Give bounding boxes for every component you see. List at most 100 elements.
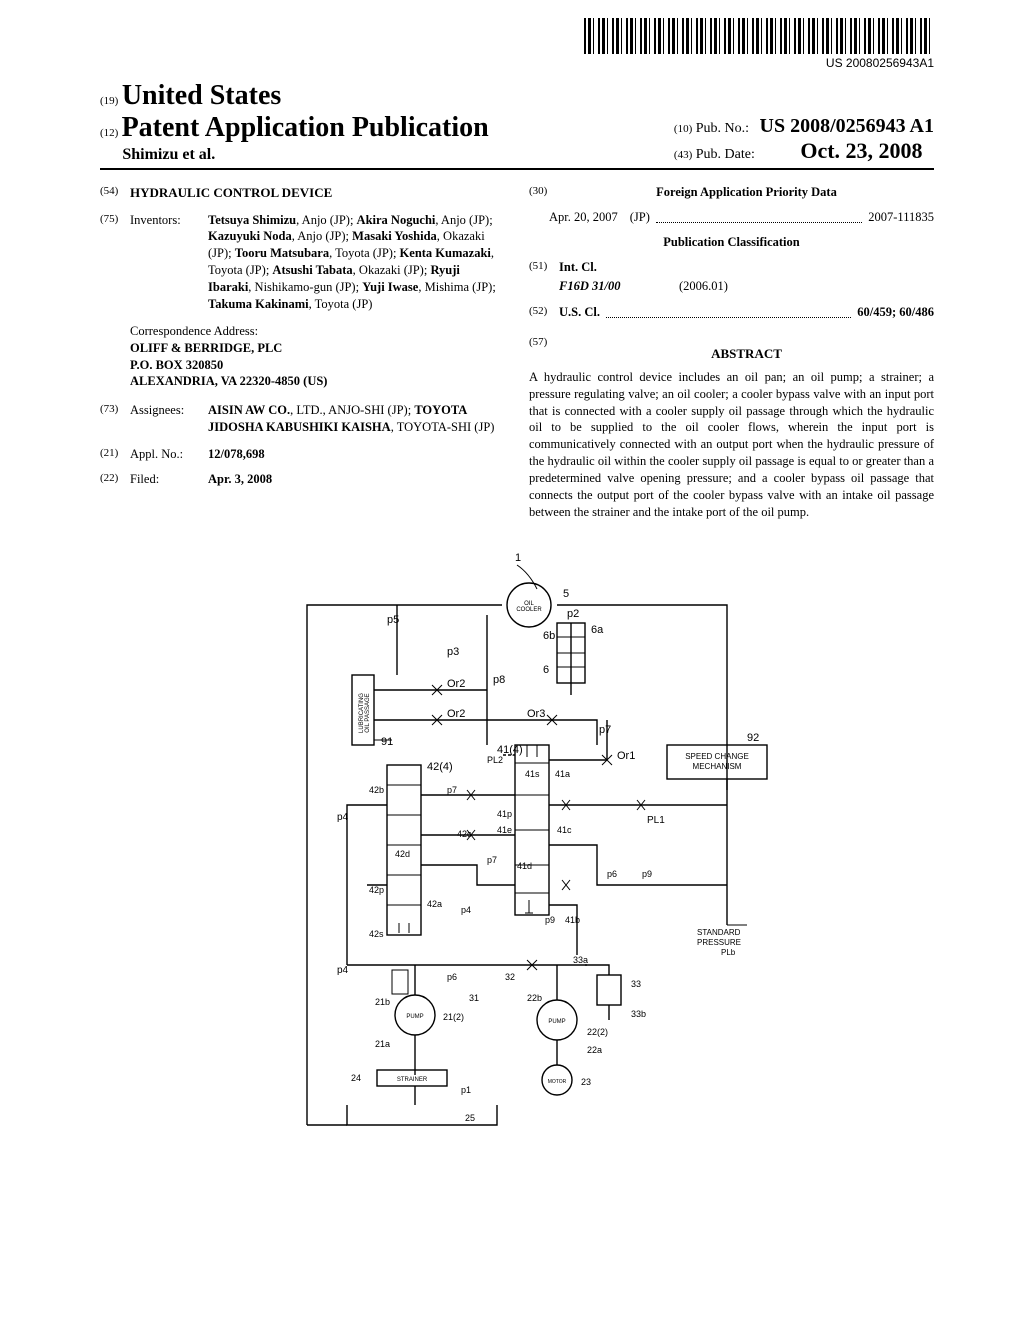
lbl-42s: 42s xyxy=(369,929,384,939)
lbl-p7b: p7 xyxy=(447,785,457,795)
priority-date: Apr. 20, 2007 xyxy=(549,209,618,226)
lbl-6a: 6a xyxy=(591,624,604,636)
lbl-lub2: OIL PASSAGE xyxy=(365,693,371,732)
lbl-strainer: STRAINER xyxy=(397,1077,428,1083)
corr-name: OLIFF & BERRIDGE, PLC xyxy=(130,340,505,357)
lbl-p9a: p9 xyxy=(642,869,652,879)
dots-1 xyxy=(656,209,862,223)
barcode-text: US 20080256943A1 xyxy=(584,56,934,70)
assignees-list: AISIN AW CO., LTD., ANJO-SHI (JP); TOYOT… xyxy=(208,402,505,436)
lbl-p6b: p6 xyxy=(447,972,457,982)
pubtype: Patent Application Publication xyxy=(122,112,489,143)
priority-hdr: Foreign Application Priority Data xyxy=(559,184,934,201)
intcl-label: Int. Cl. xyxy=(559,259,597,276)
applno-label: Appl. No.: xyxy=(130,446,208,463)
lbl-42a: 42a xyxy=(427,899,442,909)
lbl-25: 25 xyxy=(465,1113,475,1123)
assignees-num: (73) xyxy=(100,402,130,436)
lbl-42p: 42p xyxy=(369,885,384,895)
lbl-33: 33 xyxy=(631,979,641,989)
uscl-num: (52) xyxy=(529,304,559,321)
corr-addr1: P.O. BOX 320850 xyxy=(130,357,505,374)
priority-num: (30) xyxy=(529,184,559,201)
assignees-label: Assignees: xyxy=(130,402,208,436)
lbl-22: 22(2) xyxy=(587,1027,608,1037)
lbl-6b: 6b xyxy=(543,630,555,642)
lbl-41d: 41d xyxy=(517,861,532,871)
filed-label: Filed: xyxy=(130,471,208,488)
intcl-num: (51) xyxy=(529,259,559,276)
lbl-5: 5 xyxy=(563,588,569,600)
lbl-p6a: p6 xyxy=(607,869,617,879)
lbl-42b: 42b xyxy=(369,785,384,795)
lbl-p9b: p9 xyxy=(545,915,555,925)
lbl-p8: p8 xyxy=(493,674,505,686)
lbl-42c: 42c xyxy=(457,829,472,839)
lbl-23: 23 xyxy=(581,1077,591,1087)
inventors-list: Tetsuya Shimizu, Anjo (JP); Akira Noguch… xyxy=(208,212,505,313)
lbl-41p: 41p xyxy=(497,809,512,819)
lbl-22a: 22a xyxy=(587,1045,602,1055)
dots-2 xyxy=(606,304,851,318)
title-num: (54) xyxy=(100,184,130,202)
lbl-92: 92 xyxy=(747,732,759,744)
intcl-date: (2006.01) xyxy=(679,278,728,295)
lbl-or1: Or1 xyxy=(617,750,635,762)
pubdate: Oct. 23, 2008 xyxy=(800,138,922,163)
barcode-area: US 20080256943A1 xyxy=(584,18,934,70)
filed: Apr. 3, 2008 xyxy=(208,471,505,488)
corr-addr2: ALEXANDRIA, VA 22320-4850 (US) xyxy=(130,373,505,390)
lbl-22b: 22b xyxy=(527,993,542,1003)
header-right: (10) Pub. No.: US 2008/0256943 A1 (43) P… xyxy=(674,115,934,164)
abstract-body: A hydraulic control device includes an o… xyxy=(529,369,934,521)
lbl-42: 42(4) xyxy=(427,761,453,773)
lbl-std1: STANDARD xyxy=(697,928,741,937)
country-prefix: (19) xyxy=(100,95,118,107)
lbl-p4a: p4 xyxy=(337,812,349,823)
pubno-prefix: (10) xyxy=(674,123,692,135)
uscl-label: U.S. Cl. xyxy=(559,304,600,321)
authors: (12) Shimizu et al. xyxy=(100,146,489,164)
lbl-p2: p2 xyxy=(567,608,579,620)
corr-label: Correspondence Address: xyxy=(130,323,505,340)
lbl-std2: PRESSURE xyxy=(697,938,741,947)
priority-country: (JP) xyxy=(630,209,650,226)
lbl-or2b: Or2 xyxy=(447,708,465,720)
priority-no: 2007-111835 xyxy=(868,209,934,226)
lbl-or3: Or3 xyxy=(527,708,545,720)
lbl-std3: PLb xyxy=(721,948,736,957)
lbl-pl1: PL1 xyxy=(647,815,665,826)
lbl-21a: 21a xyxy=(375,1039,390,1049)
pubdate-label: Pub. Date: xyxy=(696,147,755,162)
lbl-speed2: MECHANISM xyxy=(693,762,742,771)
body-columns: (54) HYDRAULIC CONTROL DEVICE (75) Inven… xyxy=(100,184,934,521)
right-col: (30) Foreign Application Priority Data A… xyxy=(529,184,934,521)
lbl-oilcooler: OILCOOLER xyxy=(516,601,542,613)
patent-figure: 1 5 OILCOOLER p5 p2 p3 6b 6a 6 Or2 p8 Or… xyxy=(247,545,787,1135)
lbl-or2a: Or2 xyxy=(447,678,465,690)
inventors-label: Inventors: xyxy=(130,212,208,313)
lbl-41c: 41c xyxy=(557,825,572,835)
invention-title: HYDRAULIC CONTROL DEVICE xyxy=(130,184,332,202)
applno-num: (21) xyxy=(100,446,130,463)
lbl-p4c: p4 xyxy=(337,965,349,976)
intcl-code: F16D 31/00 xyxy=(559,278,679,295)
abstract-num: (57) xyxy=(529,335,559,369)
header-left: (19) United States (12) Patent Applicati… xyxy=(100,80,489,164)
lbl-p7a: p7 xyxy=(599,724,611,736)
pubno: US 2008/0256943 A1 xyxy=(760,115,934,137)
lbl-pump1: PUMP xyxy=(406,1014,423,1020)
lbl-41e: 41e xyxy=(497,825,512,835)
lbl-24: 24 xyxy=(351,1073,361,1083)
lbl-41s: 41s xyxy=(525,769,540,779)
lbl-42d: 42d xyxy=(395,849,410,859)
lbl-32: 32 xyxy=(505,972,515,982)
lbl-p1: p1 xyxy=(461,1085,471,1095)
lbl-p3: p3 xyxy=(447,646,459,658)
lbl-p5: p5 xyxy=(387,614,399,626)
barcode-graphic xyxy=(584,18,934,54)
lbl-21: 21(2) xyxy=(443,1012,464,1022)
inventors-num: (75) xyxy=(100,212,130,313)
lbl-pump2: PUMP xyxy=(548,1019,565,1025)
lbl-speed1: SPEED CHANGE xyxy=(685,752,749,761)
